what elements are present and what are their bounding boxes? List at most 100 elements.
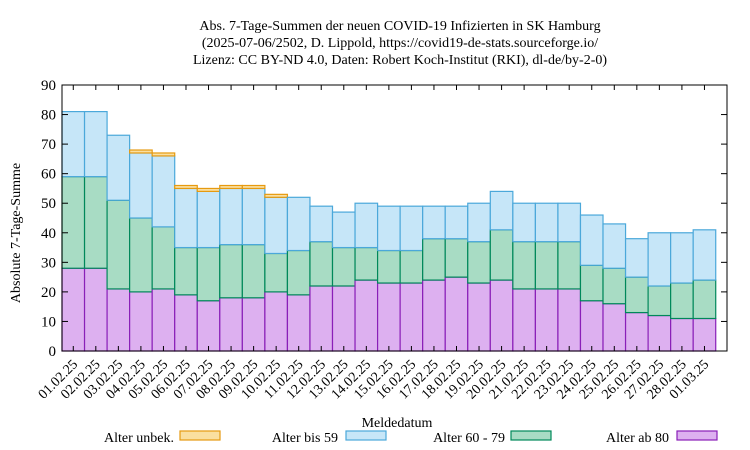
bar-1-2 xyxy=(106,199,131,290)
bar-0-7 xyxy=(219,297,243,352)
bar-0-10 xyxy=(286,294,311,352)
bar-1-8 xyxy=(241,244,266,299)
y-tick-label-5: 50 xyxy=(41,196,56,212)
bar-3-8 xyxy=(241,184,266,190)
bar-2-24 xyxy=(602,223,627,269)
bar-1-28 xyxy=(692,279,717,320)
y-tick-label-9: 90 xyxy=(41,78,56,94)
bar-1-7 xyxy=(219,244,243,299)
bar-1-19 xyxy=(489,229,514,281)
bar-1-9 xyxy=(264,252,289,293)
bar-2-26 xyxy=(647,232,672,287)
bar-1-24 xyxy=(602,267,627,305)
bar-1-15 xyxy=(399,249,424,284)
bar-2-2 xyxy=(106,134,131,201)
bar-0-4 xyxy=(151,288,176,352)
bar-0-15 xyxy=(399,282,424,352)
y-tick-label-3: 30 xyxy=(41,255,56,271)
bar-3-4 xyxy=(151,152,176,157)
bar-0-16 xyxy=(422,279,446,352)
bar-2-20 xyxy=(512,202,536,243)
bar-2-19 xyxy=(489,190,514,231)
bar-1-16 xyxy=(422,238,446,281)
bar-1-14 xyxy=(376,249,401,284)
bar-2-17 xyxy=(444,205,469,240)
y-tick-label-6: 60 xyxy=(41,167,56,183)
bar-2-10 xyxy=(286,196,311,252)
bar-2-15 xyxy=(399,205,424,252)
bar-0-20 xyxy=(512,288,536,352)
bar-1-17 xyxy=(444,238,469,278)
bar-1-5 xyxy=(174,246,198,296)
y-tick-label-4: 40 xyxy=(41,226,56,242)
chart-title-line-1: Abs. 7-Tage-Summen der neuen COVID-19 In… xyxy=(199,19,600,34)
bar-3-7 xyxy=(219,184,243,190)
bar-1-6 xyxy=(196,246,221,302)
bar-3-6 xyxy=(196,187,221,192)
bar-1-10 xyxy=(286,249,311,296)
bar-2-28 xyxy=(692,229,717,281)
bar-2-23 xyxy=(579,214,604,266)
bar-0-25 xyxy=(624,311,649,352)
bar-0-23 xyxy=(579,300,604,352)
bar-2-13 xyxy=(354,202,379,249)
legend-swatch-1 xyxy=(345,430,387,441)
bar-2-3 xyxy=(129,152,153,219)
bar-0-3 xyxy=(129,291,153,352)
chart-title-line-2: (2025-07-06/2502, D. Lippold, https://co… xyxy=(202,36,598,51)
bar-2-18 xyxy=(467,202,491,243)
bar-1-21 xyxy=(534,241,559,290)
bar-0-17 xyxy=(444,276,469,352)
bar-2-25 xyxy=(624,238,649,278)
y-tick-label-0: 0 xyxy=(49,344,57,360)
bar-2-21 xyxy=(534,202,559,243)
x-axis-label: Meldedatum xyxy=(362,416,433,431)
bar-0-2 xyxy=(106,288,131,352)
bar-1-23 xyxy=(579,264,604,302)
bar-2-6 xyxy=(196,190,221,249)
bars-layer xyxy=(61,110,717,352)
bar-2-5 xyxy=(174,187,198,249)
bar-0-12 xyxy=(331,285,356,352)
legend-label-0: Alter unbek. xyxy=(104,431,174,446)
bar-1-25 xyxy=(624,276,649,314)
bar-1-4 xyxy=(151,226,176,290)
bar-0-0 xyxy=(61,267,86,352)
bar-2-12 xyxy=(331,211,356,249)
legend-swatch-3 xyxy=(676,430,718,441)
y-tick-label-1: 10 xyxy=(41,314,56,330)
bar-0-24 xyxy=(602,303,627,352)
bar-0-26 xyxy=(647,314,672,352)
bar-1-1 xyxy=(83,176,108,269)
bar-2-4 xyxy=(151,155,176,228)
legend-swatch-2 xyxy=(510,430,552,441)
bar-3-9 xyxy=(264,193,289,198)
bar-1-20 xyxy=(512,241,536,290)
bar-0-1 xyxy=(83,267,108,352)
y-tick-label-2: 20 xyxy=(41,285,56,301)
bar-1-12 xyxy=(331,246,356,287)
bar-1-18 xyxy=(467,241,491,284)
bar-2-8 xyxy=(241,187,266,246)
bar-1-3 xyxy=(129,217,153,293)
bar-1-22 xyxy=(557,241,582,290)
bar-0-18 xyxy=(467,282,491,352)
bar-3-3 xyxy=(129,149,153,154)
bar-0-11 xyxy=(309,285,334,352)
legend: Alter unbek. Alter bis 59 Alter 60 - 79 Alt… xyxy=(104,430,718,446)
legend-label-1: Alter bis 59 xyxy=(272,431,338,446)
bar-0-21 xyxy=(534,288,559,352)
bar-1-0 xyxy=(61,176,86,269)
chart-title-line-3: Lizenz: CC BY-ND 4.0, Daten: Robert Koch… xyxy=(193,53,607,68)
bar-2-7 xyxy=(219,187,243,246)
legend-label-2: Alter 60 - 79 xyxy=(433,431,505,446)
bar-0-14 xyxy=(376,282,401,352)
bar-0-13 xyxy=(354,279,379,352)
bar-0-9 xyxy=(264,291,289,352)
bar-0-5 xyxy=(174,294,198,352)
bar-2-16 xyxy=(422,205,446,240)
bar-0-22 xyxy=(557,288,582,352)
bar-2-9 xyxy=(264,196,289,255)
bar-1-11 xyxy=(309,241,334,287)
bar-2-22 xyxy=(557,202,582,243)
